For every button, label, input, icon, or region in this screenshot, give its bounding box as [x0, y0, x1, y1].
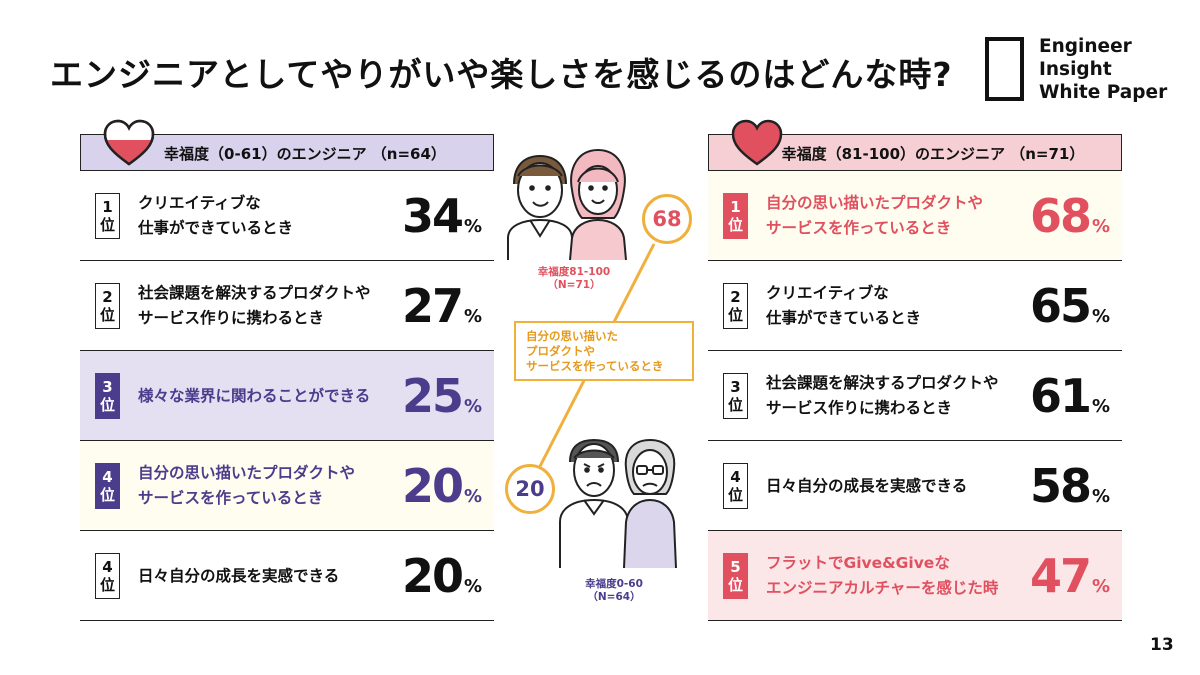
reason-text: 社会課題を解決するプロダクトや サービス作りに携わるとき	[766, 374, 999, 417]
high-value-bubble: 68	[642, 194, 692, 244]
percentage-value: 20%	[401, 459, 482, 513]
reason-text: 様々な業界に関わることができる	[138, 386, 371, 405]
brand-line-2: Insight	[1039, 59, 1112, 80]
percentage-value: 25%	[401, 369, 482, 423]
reason-text: 日々自分の成長を実感できる	[138, 566, 340, 585]
brand-line-1: Engineer	[1039, 36, 1132, 57]
reason-text: フラットでGive&Giveな エンジニアカルチャーを感じた時	[766, 554, 999, 597]
reason-text: 日々自分の成長を実感できる	[766, 476, 968, 495]
brand-logo: Engineer Insight White Paper	[985, 35, 1167, 107]
unhappy-couple-illustration	[559, 438, 677, 569]
percentage-value: 20%	[401, 549, 482, 603]
low-value-bubble: 20	[505, 464, 555, 514]
high-happiness-header-text: 幸福度（81-100）のエンジニア （n=71）	[781, 145, 1085, 163]
reason-text: クリエイティブな 仕事ができているとき	[766, 284, 922, 327]
percentage-value: 34%	[401, 189, 482, 243]
low-happiness-header-text: 幸福度（0-61）のエンジニア （n=64）	[164, 145, 446, 163]
reason-text: 自分の思い描いたプロダクトや サービスを作っているとき	[138, 464, 356, 507]
happy-couple-illustration	[507, 148, 627, 261]
reason-text: クリエイティブな 仕事ができているとき	[138, 194, 294, 237]
percentage-value: 47%	[1029, 549, 1110, 603]
page-number: 13	[1150, 635, 1174, 655]
low-happiness-caption: 幸福度0-60 （N=64）	[585, 578, 643, 603]
brand-wordmark: Engineer Insight White Paper	[1039, 35, 1167, 104]
comparison-callout: 自分の思い描いた プロダクトや サービスを作っているとき	[514, 321, 694, 381]
low-happiness-header: 幸福度（0-61）のエンジニア （n=64）	[80, 134, 494, 171]
brand-line-3: White Paper	[1039, 82, 1168, 103]
reason-text: 自分の思い描いたプロダクトや サービスを作っているとき	[766, 194, 984, 237]
percentage-value: 68%	[1029, 189, 1110, 243]
comparison-illustration: 幸福度81-100 （N=71） 幸福度0-60 （N=64） 自分の思い描いた…	[494, 118, 708, 618]
reason-text: 社会課題を解決するプロダクトや サービス作りに携わるとき	[138, 284, 371, 327]
percentage-value: 61%	[1029, 369, 1110, 423]
couples-drawing	[507, 148, 677, 569]
percentage-value: 65%	[1029, 279, 1110, 333]
broken-heart-icon	[103, 119, 155, 166]
high-happiness-header: 幸福度（81-100）のエンジニア （n=71）	[708, 134, 1122, 171]
high-happiness-caption: 幸福度81-100 （N=71）	[537, 266, 611, 291]
percentage-value: 27%	[401, 279, 482, 333]
percentage-value: 58%	[1029, 459, 1110, 513]
brand-mark	[985, 37, 1024, 101]
heart-icon	[731, 119, 783, 166]
page-title: エンジニアとしてやりがいや楽しさを感じるのはどんな時?	[50, 55, 953, 94]
